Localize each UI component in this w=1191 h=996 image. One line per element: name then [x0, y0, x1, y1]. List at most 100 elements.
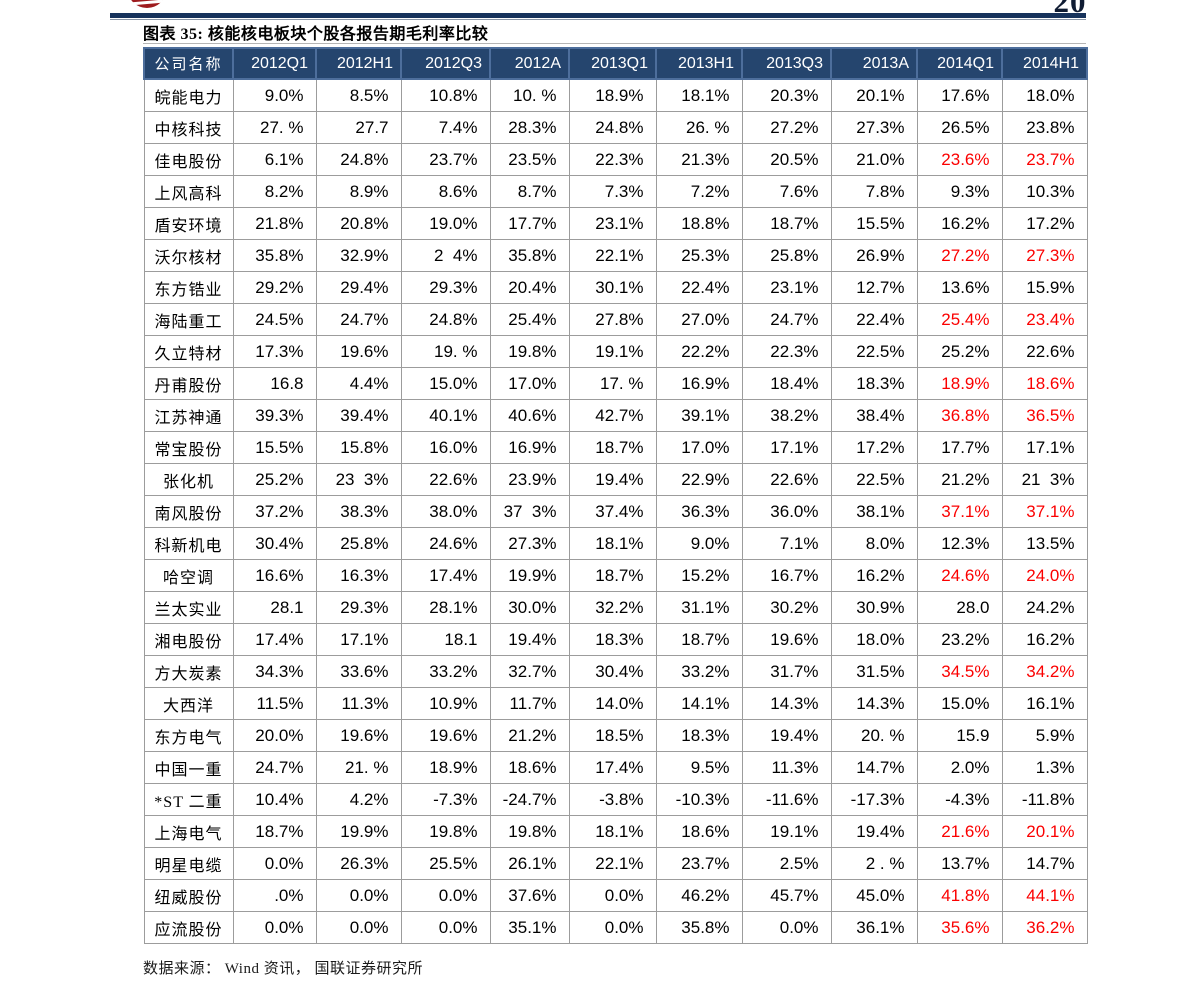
column-header-period: 2013A [830, 47, 918, 80]
table-row: *ST 二重 10.4% 4.2% -7.3% -24.7% -3.8% -10.3% -11… [143, 783, 1088, 816]
margin-value-cell: 7.8% [830, 175, 918, 208]
table-row: 常宝股份 15.5% 15.8% 16.0% 16.9% 18.7% 17.0% 17.1% 1… [143, 431, 1088, 464]
margin-value-cell: 27.0% [655, 303, 743, 336]
margin-value-cell: -4.3% [916, 783, 1003, 816]
margin-value-cell: 0.0% [400, 879, 491, 912]
figure-title: 图表 35: 核能核电板块个股各报告期毛利率比较 [143, 26, 489, 43]
margin-value-cell: 29.3% [400, 271, 491, 304]
margin-value-cell: 20.8% [315, 207, 402, 240]
margin-value-cell: 0.0% [232, 911, 317, 944]
margin-value-cell: 14.7% [1001, 847, 1088, 880]
margin-value-cell: 17.2% [830, 431, 918, 464]
margin-value-cell: 37.2% [232, 495, 317, 528]
margin-value-cell: 22.1% [568, 847, 657, 880]
margin-value-cell: 24.7% [741, 303, 832, 336]
margin-value-cell: 23.2% [916, 623, 1003, 656]
margin-value-cell: 2.5% [741, 847, 832, 880]
margin-value-cell: 19.6% [315, 335, 402, 368]
gross-margin-table: 公司名称 2012Q1 2012H1 2012Q3 2012A 2013Q1 2013H1 2… [143, 47, 1088, 944]
margin-value-cell: 27. % [232, 111, 317, 144]
company-name-cell: 皖能电力 [143, 78, 234, 112]
margin-value-cell: 26. % [655, 111, 743, 144]
company-name-cell: 哈空调 [143, 559, 234, 592]
margin-value-cell: 20.3% [741, 78, 832, 112]
margin-value-cell: 36.8% [916, 399, 1003, 432]
margin-value-cell: 16.2% [830, 559, 918, 592]
margin-value-cell: 7.3% [568, 175, 657, 208]
margin-value-cell: 30.9% [830, 591, 918, 624]
margin-value-cell: 30.4% [568, 655, 657, 688]
margin-value-cell: 15.0% [400, 367, 491, 400]
margin-value-cell: 9.0% [232, 78, 317, 112]
column-header-company: 公司名称 [143, 47, 234, 80]
margin-value-cell: 27.3% [1001, 239, 1088, 272]
table-row: 兰太实业 28.1 29.3% 28.1% 30.0% 32.2% 31.1% 30.2% 30… [143, 591, 1088, 624]
margin-value-cell: 10.3% [1001, 175, 1088, 208]
margin-value-cell: 18.5% [568, 719, 657, 752]
margin-value-cell: 21. % [315, 751, 402, 784]
margin-value-cell: 22.3% [741, 335, 832, 368]
margin-value-cell: 36.0% [741, 495, 832, 528]
margin-value-cell: 46.2% [655, 879, 743, 912]
margin-value-cell: 18.6% [1001, 367, 1088, 400]
margin-value-cell: 44.1% [1001, 879, 1088, 912]
margin-value-cell: 19.9% [315, 815, 402, 848]
margin-value-cell: 24.6% [400, 527, 491, 560]
margin-value-cell: 18.1% [568, 527, 657, 560]
margin-value-cell: 23.4% [1001, 303, 1088, 336]
margin-value-cell: 17.6% [916, 78, 1003, 112]
column-header-period: 2013Q1 [568, 47, 657, 80]
margin-value-cell: 27.3% [830, 111, 918, 144]
margin-value-cell: .0% [232, 879, 317, 912]
margin-value-cell: 39.3% [232, 399, 317, 432]
company-name-cell: 纽威股份 [143, 879, 234, 912]
margin-value-cell: 26.3% [315, 847, 402, 880]
margin-value-cell: 15.8% [315, 431, 402, 464]
margin-value-cell: 19.4% [568, 463, 657, 496]
margin-value-cell: 22.4% [655, 271, 743, 304]
table-row: 上风高科 8.2% 8.9% 8.6% 8.7% 7.3% 7.2% 7.6% 7.8% 9.3%… [143, 175, 1088, 208]
margin-value-cell: 16.9% [655, 367, 743, 400]
margin-value-cell: 24.8% [568, 111, 657, 144]
margin-value-cell: -3.8% [568, 783, 657, 816]
brand-logo-icon [128, 0, 166, 8]
margin-value-cell: 25.4% [489, 303, 570, 336]
company-name-cell: 方大炭素 [143, 655, 234, 688]
margin-value-cell: 39.4% [315, 399, 402, 432]
margin-value-cell: 18.7% [568, 431, 657, 464]
column-header-period: 2012A [489, 47, 570, 80]
margin-value-cell: 4.2% [315, 783, 402, 816]
margin-value-cell: 16.0% [400, 431, 491, 464]
margin-value-cell: 19.1% [568, 335, 657, 368]
margin-value-cell: 40.6% [489, 399, 570, 432]
margin-value-cell: 27.8% [568, 303, 657, 336]
margin-value-cell: 35.8% [655, 911, 743, 944]
margin-value-cell: 17.3% [232, 335, 317, 368]
company-name-cell: 明星电缆 [143, 847, 234, 880]
margin-value-cell: 24.0% [1001, 559, 1088, 592]
company-name-cell: 久立特材 [143, 335, 234, 368]
margin-value-cell: 32.7% [489, 655, 570, 688]
margin-value-cell: 9.0% [655, 527, 743, 560]
margin-value-cell: 21.2% [489, 719, 570, 752]
margin-value-cell: 37.6% [489, 879, 570, 912]
margin-value-cell: 16.2% [1001, 623, 1088, 656]
margin-value-cell: 16.1% [1001, 687, 1088, 720]
margin-value-cell: 22.4% [830, 303, 918, 336]
margin-value-cell: 19.6% [741, 623, 832, 656]
margin-value-cell: -11.6% [741, 783, 832, 816]
company-name-cell: 张化机 [143, 463, 234, 496]
margin-value-cell: 34.5% [916, 655, 1003, 688]
margin-value-cell: 22.3% [568, 143, 657, 176]
margin-value-cell: 32.2% [568, 591, 657, 624]
margin-value-cell: 25.2% [916, 335, 1003, 368]
margin-value-cell: 16.9% [489, 431, 570, 464]
margin-value-cell: 29.3% [315, 591, 402, 624]
margin-value-cell: 22.6% [741, 463, 832, 496]
margin-value-cell: 13.6% [916, 271, 1003, 304]
margin-value-cell: 28.1% [400, 591, 491, 624]
margin-value-cell: 18.9% [916, 367, 1003, 400]
margin-value-cell: 31.7% [741, 655, 832, 688]
margin-value-cell: 21.6% [916, 815, 1003, 848]
table-row: 中核科技 27. % 27.7 7.4% 28.3% 24.8% 26. % 27.2% 27.… [143, 111, 1088, 144]
